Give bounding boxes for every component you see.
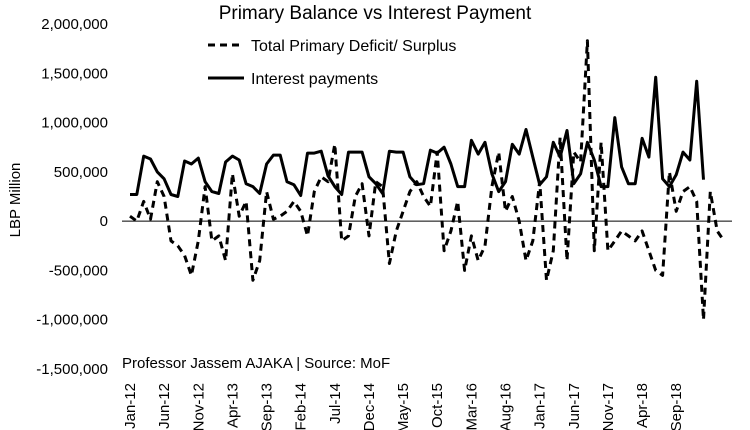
y-tick-label: -1,000,000 (36, 312, 108, 329)
x-tick-label: Oct-15 (429, 383, 446, 428)
y-tick-label: -500,000 (49, 262, 108, 279)
x-tick-label: Jan-17 (532, 383, 549, 429)
y-tick-label: 1,000,000 (41, 115, 108, 132)
x-tick-label: Dec-14 (361, 383, 378, 430)
legend-label-primary: Total Primary Deficit/ Surplus (251, 38, 456, 55)
source-annotation: Professor Jassem AJAKA | Source: MoF (122, 355, 390, 372)
x-tick-label: Sep-18 (668, 383, 685, 430)
x-tick-label: Jul-14 (327, 383, 344, 424)
x-tick-label: Nov-17 (600, 383, 617, 430)
y-axis-ticks: 2,000,000 1,500,000 1,000,000 500,000 0 -500,… (36, 16, 108, 378)
x-tick-label: Feb-14 (293, 383, 310, 430)
legend-label-interest: Interest payments (251, 71, 378, 88)
y-tick-label: 1,500,000 (41, 65, 108, 82)
y-tick-label: 0 (100, 213, 108, 230)
legend: Total Primary Deficit/ Surplus Interest … (208, 38, 456, 88)
y-tick-label: -1,500,000 (36, 361, 108, 378)
x-tick-label: Jun-17 (566, 383, 583, 429)
series-lines (129, 39, 726, 322)
x-tick-label: Sep-13 (259, 383, 276, 430)
y-axis-label: LBP Million (7, 163, 24, 238)
x-tick-label: Jan-12 (122, 383, 139, 429)
x-tick-label: Apr-13 (224, 383, 241, 428)
series-line-primary-balance (129, 39, 726, 322)
series-line-interest-payments (130, 75, 705, 198)
x-axis-ticks: Jan-12 Jun-12 Nov-12 Apr-13 Sep-13 Feb-14 Jul-… (122, 383, 685, 430)
chart-title: Primary Balance vs Interest Payment (219, 3, 532, 24)
y-tick-label: 500,000 (54, 164, 108, 181)
y-tick-label: 2,000,000 (41, 16, 108, 33)
x-tick-label: May-15 (395, 383, 412, 430)
x-tick-label: Mar-16 (463, 383, 480, 430)
x-tick-label: Aug-16 (498, 383, 515, 430)
x-tick-label: Jun-12 (156, 383, 173, 429)
x-tick-label: Nov-12 (190, 383, 207, 430)
x-tick-label: Apr-18 (634, 383, 651, 428)
